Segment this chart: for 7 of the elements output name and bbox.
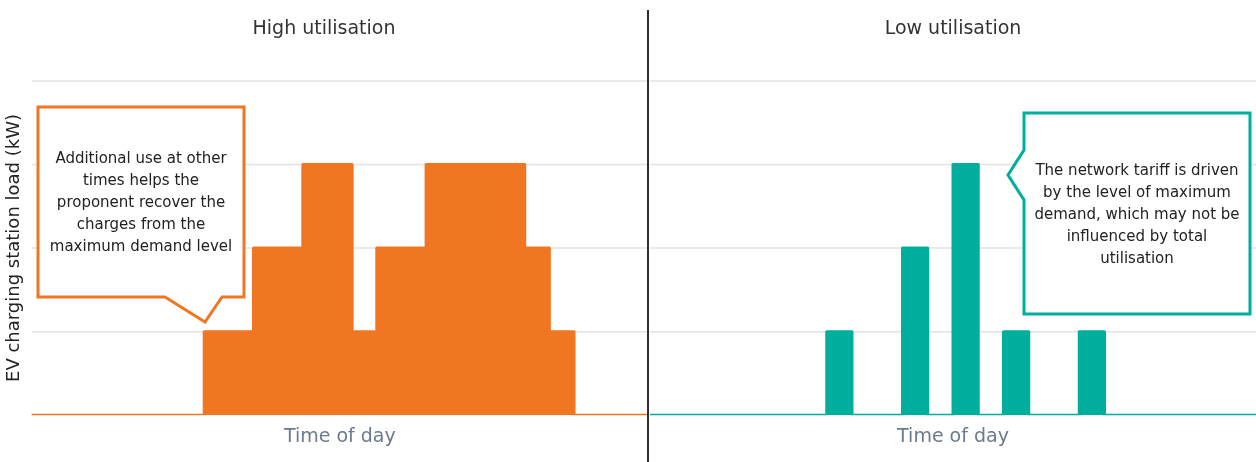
annotation: The network tariff is driven by the level of maximum demand, which may not be influenced by total utilisation [1033,159,1241,269]
y-axis-title: EV charging station load (kW) [2,114,24,382]
chart-title: High utilisation [252,16,396,39]
x-axis-title: Time of day [896,423,1009,446]
x-axis-title: Time of day [282,423,396,446]
annotation: Additional use at other times helps the proponent recover the charges from the maximum demand level [48,148,234,257]
chart-title: Low utilisation [884,16,1022,39]
